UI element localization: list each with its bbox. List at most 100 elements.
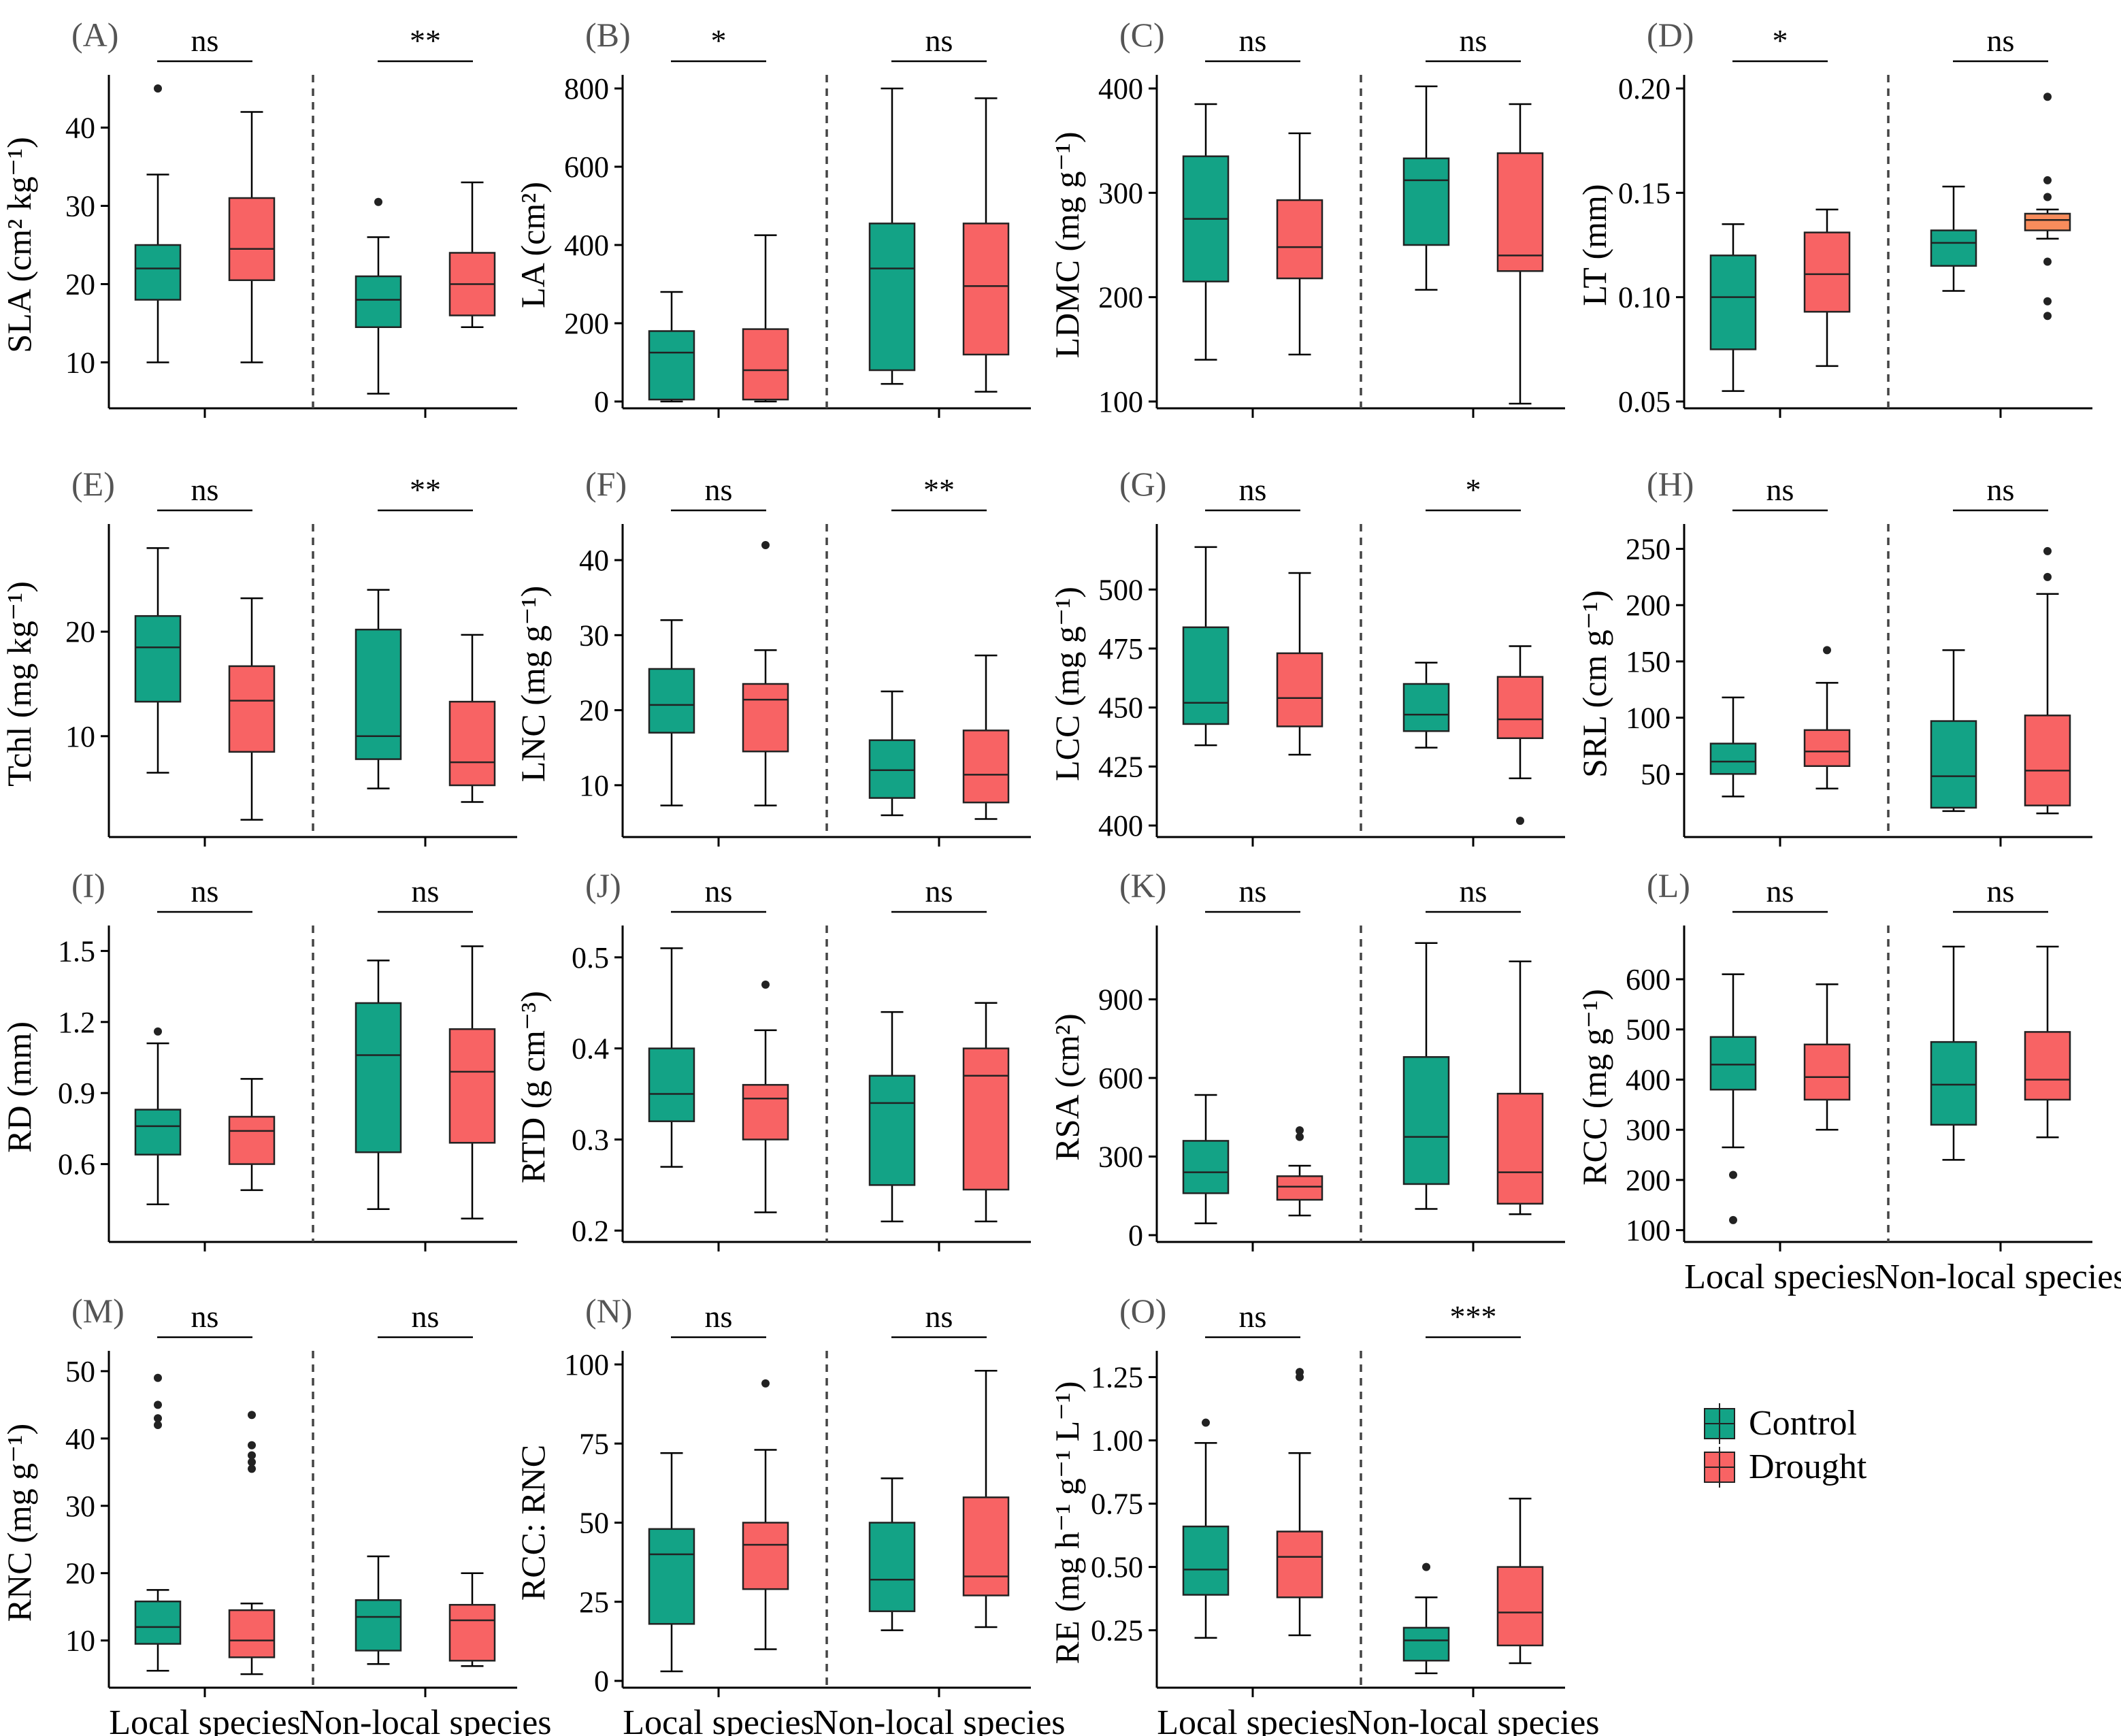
box-iqr (1182, 1525, 1230, 1596)
box-iqr (1803, 729, 1851, 767)
y-tick-label: 500 (1098, 573, 1143, 606)
box-local-control (1182, 103, 1230, 361)
box-nonlocal-control (1930, 945, 1977, 1161)
panel-b: 0 200 400 600 800 LA (cm²) (B) * ns (514, 16, 1031, 419)
box-iqr (648, 668, 695, 734)
y-axis-label: LCC (mg g⁻¹) (1048, 587, 1086, 781)
panel-letter: (A) (71, 16, 118, 54)
y-tick-label: 50 (1641, 757, 1671, 791)
outlier-point (1296, 1368, 1304, 1377)
box-iqr (1402, 683, 1450, 732)
y-tick-label: 40 (579, 544, 609, 577)
panel-n: 0 25 50 75 100 RCC: RNC (N) Local speciesNon-lo… (514, 1292, 1066, 1736)
y-axis-label: RNC (mg g⁻¹) (0, 1424, 38, 1622)
y-tick-label: 40 (65, 112, 95, 145)
y-axis-label: RD (mm) (0, 1021, 38, 1153)
significance-label: * (711, 23, 727, 58)
significance-label: ns (1766, 472, 1794, 507)
outlier-point (761, 541, 770, 550)
y-tick-label: 0.9 (58, 1077, 95, 1110)
panel-c: 100 200 300 400 LDMC (mg g⁻¹) (C) ns ns (1048, 16, 1565, 419)
y-tick-label: 450 (1098, 691, 1143, 725)
box-iqr (2024, 715, 2071, 806)
box-iqr (134, 615, 182, 703)
box-local-drought (1276, 572, 1323, 756)
y-tick-label: 900 (1098, 983, 1143, 1017)
panel-g: 400 425 450 475 500 LCC (mg g⁻¹) (G) ns * (1048, 465, 1565, 847)
box-iqr (962, 1496, 1010, 1596)
box-iqr (1930, 1041, 1977, 1126)
box-local-control (134, 1027, 182, 1206)
panel-letter: (K) (1119, 866, 1166, 904)
y-axis-label: LT (mm) (1575, 184, 1613, 306)
outlier-point (2043, 193, 2052, 201)
y-tick-label: 25 (579, 1586, 609, 1619)
box-local-drought (742, 541, 789, 806)
y-tick-label: 425 (1098, 750, 1143, 783)
box-iqr (228, 665, 276, 753)
panel-letter: (E) (71, 465, 115, 503)
box-iqr (742, 328, 789, 401)
outlier-point (154, 1373, 162, 1382)
x-category-label: Non-local species (1874, 1258, 2121, 1296)
outlier-point (248, 1441, 256, 1450)
significance-label: ns (1460, 23, 1487, 58)
y-tick-label: 1.00 (1091, 1424, 1143, 1458)
outlier-point (2043, 297, 2052, 306)
y-axis-label: LA (cm²) (514, 182, 552, 308)
box-iqr (2024, 1031, 2071, 1101)
y-tick-label: 300 (1098, 1141, 1143, 1174)
y-tick-label: 10 (65, 346, 95, 380)
y-tick-label: 0.10 (1618, 281, 1671, 314)
y-tick-label: 0.2 (572, 1214, 609, 1247)
box-nonlocal-control (868, 87, 916, 385)
box-local-drought (1803, 983, 1851, 1131)
box-nonlocal-drought (448, 945, 496, 1219)
y-tick-label: 10 (65, 720, 95, 753)
outlier-point (248, 1458, 256, 1467)
outlier-point (2043, 257, 2052, 266)
box-iqr (355, 275, 402, 328)
y-tick-label: 20 (65, 268, 95, 301)
significance-label: * (1466, 472, 1481, 507)
outlier-point (2043, 93, 2052, 101)
box-nonlocal-control (1402, 661, 1450, 749)
box-nonlocal-control (1930, 649, 1977, 813)
box-nonlocal-drought (1496, 960, 1544, 1215)
outlier-point (154, 1414, 162, 1423)
outlier-point (1422, 1562, 1430, 1571)
y-tick-label: 40 (65, 1422, 95, 1456)
y-tick-label: 400 (1098, 72, 1143, 105)
box-iqr (962, 730, 1010, 804)
box-nonlocal-control (1402, 942, 1450, 1210)
significance-label: ns (412, 1299, 440, 1334)
x-category-label: Non-local species (812, 1703, 1065, 1736)
y-axis-label: LNC (mg g⁻¹) (514, 586, 552, 783)
box-iqr (868, 1522, 916, 1612)
outlier-point (2043, 546, 2052, 555)
outlier-point (154, 1027, 162, 1036)
panel-e: 10 20 Tchl (mg kg⁻¹) (E) ns ** (0, 465, 517, 847)
significance-label: ns (1987, 472, 2015, 507)
y-tick-label: 0 (594, 1665, 609, 1698)
box-nonlocal-control (868, 1011, 916, 1223)
y-tick-label: 50 (65, 1355, 95, 1388)
outlier-point (248, 1451, 256, 1460)
outlier-point (154, 1421, 162, 1430)
outlier-point (2043, 312, 2052, 321)
x-category-label: Local species (109, 1703, 301, 1736)
box-iqr (1496, 1566, 1544, 1647)
significance-label: ns (1239, 874, 1267, 908)
box-iqr (648, 330, 695, 401)
box-local-control (1182, 546, 1230, 747)
box-nonlocal-control (355, 960, 402, 1210)
box-local-control (1182, 1094, 1230, 1224)
y-tick-label: 250 (1626, 533, 1671, 566)
box-nonlocal-drought (2024, 546, 2071, 815)
y-tick-label: 300 (1098, 176, 1143, 210)
box-iqr (1930, 720, 1977, 809)
y-tick-label: 475 (1098, 632, 1143, 666)
panel-f: 10 20 30 40 LNC (mg g⁻¹) (F) ns ** (514, 465, 1031, 847)
outlier-point (154, 84, 162, 93)
